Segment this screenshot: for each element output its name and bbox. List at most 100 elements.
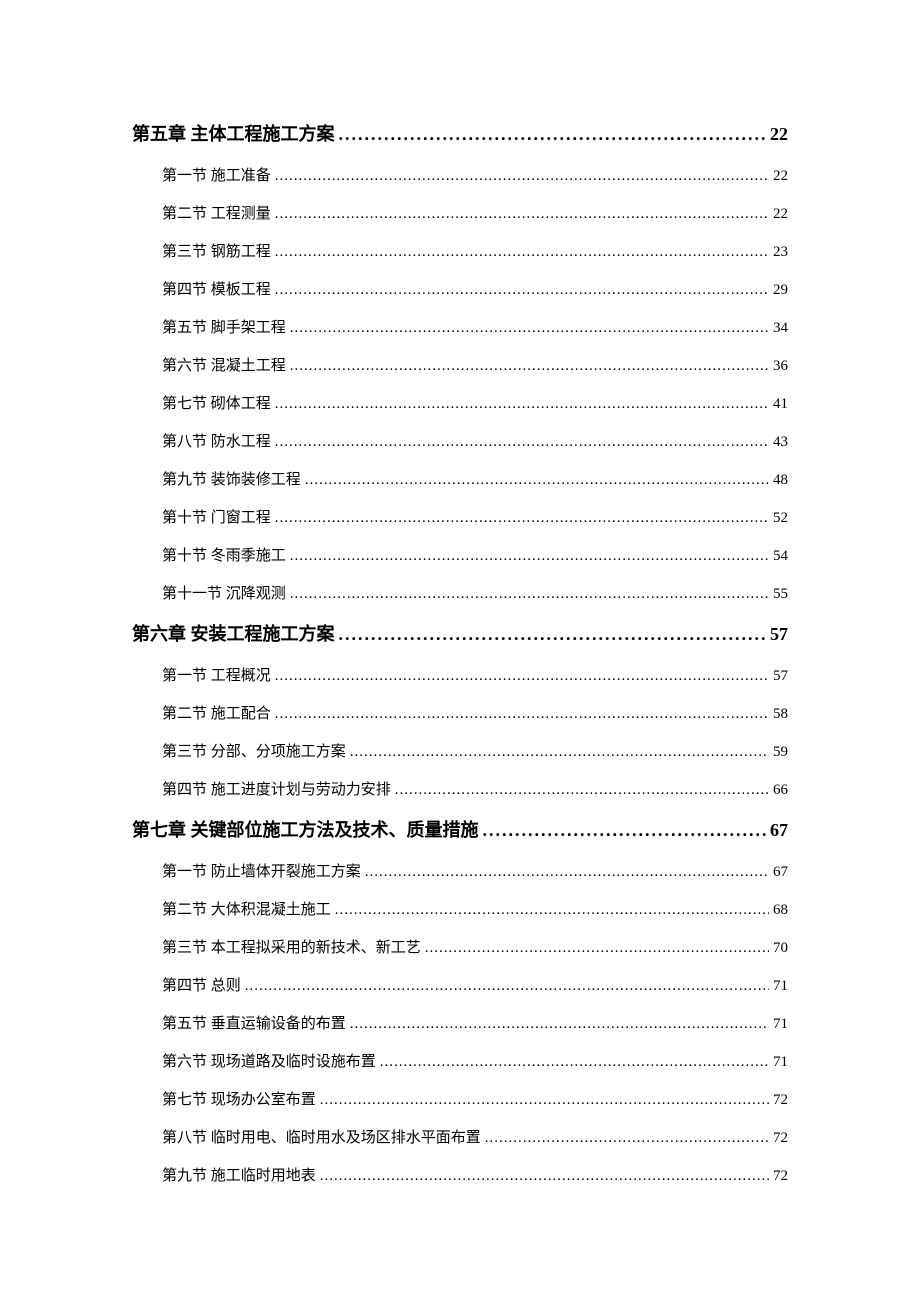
toc-leader-dots (305, 472, 769, 489)
toc-leader-dots (275, 168, 769, 185)
toc-section-page: 41 (773, 396, 788, 413)
toc-leader-dots (290, 320, 769, 337)
toc-section-title: 第二节 工程测量 (162, 202, 271, 223)
toc-chapter-title: 第六章 安装工程施工方案 (132, 620, 335, 646)
toc-section-page: 71 (773, 1054, 788, 1071)
toc-leader-dots (275, 510, 769, 527)
toc-section-page: 72 (773, 1130, 788, 1147)
toc-section-title: 第八节 防水工程 (162, 430, 271, 451)
toc-leader-dots (365, 864, 769, 881)
toc-leader-dots (350, 744, 769, 761)
toc-leader-dots (485, 1130, 769, 1147)
toc-section-page: 67 (773, 864, 788, 881)
toc-section-entry: 第十一节 沉降观测 55 (132, 582, 788, 603)
toc-section-entry: 第十节 门窗工程52 (132, 506, 788, 527)
toc-section-title: 第四节 总则 (162, 974, 241, 995)
toc-leader-dots (483, 820, 767, 841)
toc-leader-dots (290, 358, 769, 375)
toc-section-title: 第三节 分部、分项施工方案 (162, 740, 346, 761)
toc-section-title: 第一节 工程概况 (162, 664, 271, 685)
toc-section-entry: 第四节 模板工程 29 (132, 278, 788, 299)
toc-chapter-entry: 第七章 关键部位施工方法及技术、质量措施 67 (132, 816, 788, 842)
toc-leader-dots (245, 978, 769, 995)
toc-section-title: 第四节 施工进度计划与劳动力安排 (162, 778, 391, 799)
toc-section-page: 55 (773, 586, 788, 603)
toc-chapter-entry: 第六章 安装工程施工方案57 (132, 620, 788, 646)
toc-section-title: 第八节 临时用电、临时用水及场区排水平面布置 (162, 1126, 481, 1147)
toc-section-page: 66 (773, 782, 788, 799)
toc-leader-dots (275, 282, 769, 299)
toc-leader-dots (350, 1016, 769, 1033)
toc-section-entry: 第一节 工程概况 57 (132, 664, 788, 685)
toc-leader-dots (425, 940, 769, 957)
toc-section-entry: 第二节 大体积混凝土施工 68 (132, 898, 788, 919)
toc-section-entry: 第九节 施工临时用地表 72 (132, 1164, 788, 1185)
toc-leader-dots (275, 206, 769, 223)
toc-section-title: 第三节 本工程拟采用的新技术、新工艺 (162, 936, 421, 957)
toc-section-title: 第一节 防止墙体开裂施工方案 (162, 860, 361, 881)
toc-section-entry: 第二节 工程测量 22 (132, 202, 788, 223)
toc-chapter-page: 67 (770, 820, 788, 841)
toc-section-entry: 第七节 现场办公室布置 72 (132, 1088, 788, 1109)
toc-section-entry: 第四节 施工进度计划与劳动力安排 66 (132, 778, 788, 799)
toc-chapter-title: 第七章 关键部位施工方法及技术、质量措施 (132, 816, 479, 842)
toc-section-title: 第一节 施工准备 (162, 164, 271, 185)
toc-section-page: 59 (773, 744, 788, 761)
toc-leader-dots (290, 548, 769, 565)
toc-leader-dots (275, 668, 769, 685)
toc-chapter-title: 第五章 主体工程施工方案 (132, 120, 335, 146)
toc-section-page: 72 (773, 1092, 788, 1109)
toc-section-entry: 第一节 防止墙体开裂施工方案 67 (132, 860, 788, 881)
toc-section-page: 34 (773, 320, 788, 337)
toc-leader-dots (320, 1092, 769, 1109)
toc-section-page: 54 (773, 548, 788, 565)
toc-leader-dots (339, 124, 767, 145)
toc-section-entry: 第三节 钢筋工程 23 (132, 240, 788, 261)
toc-section-title: 第二节 施工配合 (162, 702, 271, 723)
toc-section-entry: 第六节 混凝土工程 36 (132, 354, 788, 375)
table-of-contents: 第五章 主体工程施工方案 22 第一节 施工准备 22 第二节 工程测量 22 第三节 钢筋… (132, 120, 788, 1185)
toc-leader-dots (275, 244, 769, 261)
toc-chapter-page: 22 (770, 124, 788, 145)
toc-section-title: 第六节 现场道路及临时设施布置 (162, 1050, 376, 1071)
toc-leader-dots (320, 1168, 769, 1185)
toc-section-page: 57 (773, 668, 788, 685)
toc-section-page: 58 (773, 706, 788, 723)
toc-section-entry: 第六节 现场道路及临时设施布置 71 (132, 1050, 788, 1071)
toc-section-page: 72 (773, 1168, 788, 1185)
toc-leader-dots (290, 586, 769, 603)
toc-section-title: 第七节 砌体工程 (162, 392, 271, 413)
toc-section-entry: 第一节 施工准备 22 (132, 164, 788, 185)
toc-section-title: 第九节 施工临时用地表 (162, 1164, 316, 1185)
toc-section-title: 第四节 模板工程 (162, 278, 271, 299)
toc-section-page: 71 (773, 1016, 788, 1033)
toc-section-page: 23 (773, 244, 788, 261)
toc-section-entry: 第二节 施工配合 58 (132, 702, 788, 723)
toc-section-entry: 第十节 冬雨季施工54 (132, 544, 788, 565)
toc-leader-dots (339, 624, 767, 645)
toc-leader-dots (275, 706, 769, 723)
toc-section-title: 第五节 垂直运输设备的布置 (162, 1012, 346, 1033)
toc-section-page: 22 (773, 168, 788, 185)
toc-section-page: 71 (773, 978, 788, 995)
toc-section-page: 70 (773, 940, 788, 957)
toc-section-entry: 第五节 垂直运输设备的布置 71 (132, 1012, 788, 1033)
toc-section-title: 第十节 门窗工程 (162, 506, 271, 527)
toc-section-page: 36 (773, 358, 788, 375)
toc-section-entry: 第九节 装饰装修工程48 (132, 468, 788, 489)
toc-section-entry: 第四节 总则 71 (132, 974, 788, 995)
toc-section-page: 43 (773, 434, 788, 451)
toc-section-title: 第二节 大体积混凝土施工 (162, 898, 331, 919)
toc-section-page: 29 (773, 282, 788, 299)
toc-section-title: 第三节 钢筋工程 (162, 240, 271, 261)
toc-section-entry: 第三节 分部、分项施工方案 59 (132, 740, 788, 761)
toc-leader-dots (275, 396, 769, 413)
toc-section-title: 第七节 现场办公室布置 (162, 1088, 316, 1109)
toc-section-page: 48 (773, 472, 788, 489)
toc-leader-dots (275, 434, 769, 451)
toc-section-title: 第十一节 沉降观测 (162, 582, 286, 603)
toc-section-page: 22 (773, 206, 788, 223)
toc-section-page: 68 (773, 902, 788, 919)
toc-section-title: 第六节 混凝土工程 (162, 354, 286, 375)
toc-section-entry: 第三节 本工程拟采用的新技术、新工艺 70 (132, 936, 788, 957)
